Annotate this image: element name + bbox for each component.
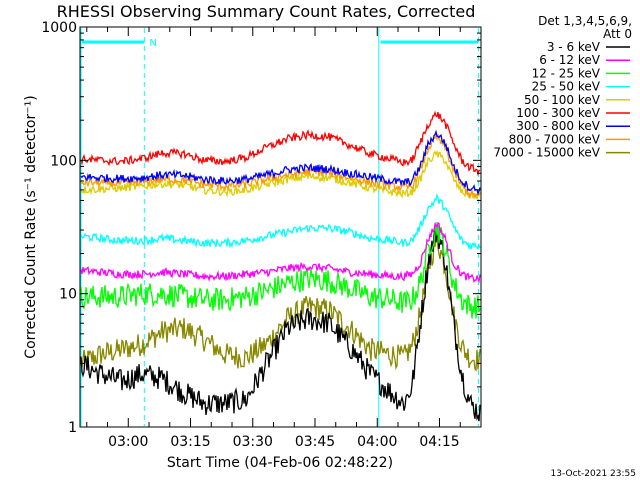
legend-entry-label: 3 - 6 keV bbox=[547, 40, 601, 54]
series-layer bbox=[80, 110, 481, 422]
x-tick-label: 03:30 bbox=[233, 434, 273, 450]
y-tick-label: 1 bbox=[68, 420, 77, 436]
series-line bbox=[80, 149, 481, 200]
legend-header: Det 1,3,4,5,6,9, bbox=[538, 14, 632, 28]
x-tick-label: 04:15 bbox=[419, 434, 459, 450]
legend-entry-label: 25 - 50 keV bbox=[532, 80, 601, 94]
y-tick-label: 1000 bbox=[41, 20, 77, 36]
y-axis-label: Corrected Count Rate (s⁻¹ detector⁻¹) bbox=[23, 95, 39, 358]
y-tick-label: 10 bbox=[59, 287, 77, 303]
x-axis: 03:00 03:15 03:30 03:45 04:00 04:15 bbox=[86, 27, 482, 450]
night-bar-label: N bbox=[149, 38, 156, 49]
series-line bbox=[80, 110, 481, 177]
y-axis: 1 10 100 1000 bbox=[41, 20, 481, 436]
x-tick-label: 04:00 bbox=[357, 434, 397, 450]
legend-entry-label: 50 - 100 keV bbox=[524, 93, 601, 107]
series-line bbox=[80, 227, 481, 422]
chart-title: RHESSI Observing Summary Count Rates, Co… bbox=[57, 2, 476, 21]
series-line bbox=[80, 192, 481, 251]
x-axis-label: Start Time (04-Feb-06 02:48:22) bbox=[167, 455, 393, 471]
legend-entry-label: 6 - 12 keV bbox=[539, 53, 601, 67]
series-line bbox=[80, 222, 481, 319]
timestamp: 13-Oct-2021 23:55 bbox=[551, 469, 636, 479]
plot-frame bbox=[79, 26, 482, 428]
series-line bbox=[80, 232, 481, 372]
series-line bbox=[80, 221, 481, 284]
x-tick-label: 03:45 bbox=[295, 434, 335, 450]
x-tick-label: 03:15 bbox=[170, 434, 210, 450]
legend-entry-label: 7000 - 15000 keV bbox=[493, 146, 600, 160]
legend-entry-label: 12 - 25 keV bbox=[532, 66, 601, 80]
legend-entry-label: 300 - 800 keV bbox=[516, 119, 600, 133]
legend-entry-label: 800 - 7000 keV bbox=[509, 132, 601, 146]
annotations: N bbox=[80, 28, 479, 426]
x-tick-label: 03:00 bbox=[108, 434, 148, 450]
series-line bbox=[80, 133, 481, 200]
legend-entry-label: 100 - 300 keV bbox=[516, 106, 600, 120]
y-tick-label: 100 bbox=[50, 153, 77, 169]
series-line bbox=[80, 129, 481, 196]
legend-header: Att 0 bbox=[603, 27, 632, 41]
plot-area bbox=[79, 26, 482, 428]
